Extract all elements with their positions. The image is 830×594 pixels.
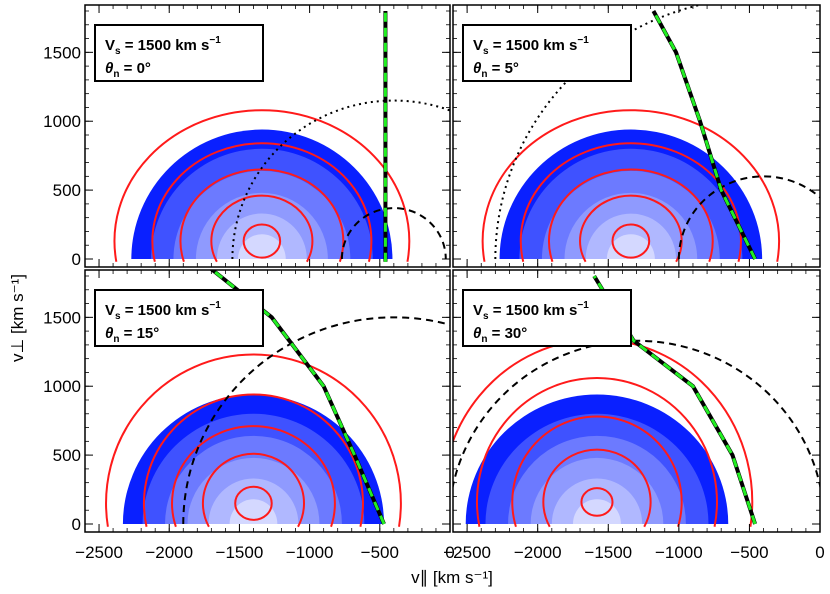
x-tick-label-right: −2000 (514, 543, 562, 562)
boundary-line-green (592, 275, 757, 525)
y-tick-label: 0 (72, 250, 81, 269)
y-axis-title: v⊥ [km s⁻¹] (8, 274, 27, 362)
x-tick-label-right: 0 (815, 543, 824, 562)
axes-layer: 0 500 1000 1500 0 500 1000 1500 −2500 −2000 −1500 −… (43, 43, 825, 562)
legend-angle: θn = 30° (473, 325, 527, 345)
y-tick-label: 500 (53, 446, 81, 465)
x-tick-label-left: −2500 (75, 543, 123, 562)
y-tick-label: 1000 (43, 377, 81, 396)
red-contour-1 (519, 142, 742, 262)
panel-plot-area (113, 11, 450, 263)
red-contour-2 (548, 168, 714, 263)
panel-3: Vs = 1500 km s−1 θn = 30° (452, 269, 821, 533)
legend-box: Vs = 1500 km s−1 θn = 15° (94, 289, 264, 347)
x-tick-label-left: −1000 (286, 543, 334, 562)
red-contour-0 (113, 109, 411, 262)
red-contour-1 (142, 393, 364, 527)
y-tick-label: 1000 (43, 112, 81, 131)
x-tick-label-left: −1500 (216, 543, 264, 562)
panel-1: Vs = 1500 km s−1 θn = 5° (452, 4, 821, 268)
red-contour-2 (179, 168, 345, 263)
legend-frame (94, 289, 264, 347)
legend-box: Vs = 1500 km s−1 θn = 5° (462, 24, 632, 82)
x-tick-label-right: −1500 (584, 543, 632, 562)
legend-angle: θn = 0° (105, 60, 151, 80)
legend-frame (462, 289, 632, 347)
red-contour-2 (171, 425, 336, 528)
boundary-line-green (652, 10, 757, 260)
red-contour-4 (611, 223, 651, 259)
dashed-circle (340, 207, 447, 260)
legend-speed: Vs = 1500 km s−1 (105, 300, 221, 322)
legend-speed: Vs = 1500 km s−1 (105, 35, 221, 57)
blue-contour-level-5 (572, 499, 621, 524)
dashed-circle (182, 316, 450, 525)
y-tick-label: 0 (72, 515, 81, 534)
legend-angle: θn = 15° (105, 325, 159, 345)
red-contour-3 (201, 452, 305, 528)
red-contour-4 (242, 223, 282, 259)
red-contour-0 (481, 109, 781, 262)
red-contour-0 (105, 353, 402, 527)
legend-frame (462, 24, 632, 82)
legend-box: Vs = 1500 km s−1 θn = 0° (94, 24, 264, 82)
legend-speed: Vs = 1500 km s−1 (473, 35, 589, 57)
x-tick-label-right: −2500 (443, 543, 491, 562)
panel-plot-area (453, 274, 820, 528)
legend-box: Vs = 1500 km s−1 θn = 30° (462, 289, 632, 347)
panel-2: Vs = 1500 km s−1 θn = 15° (84, 269, 451, 533)
panel-0: Vs = 1500 km s−1 θn = 0° (84, 4, 451, 268)
red-contour-2 (511, 415, 683, 528)
x-tick-label-left: −500 (361, 543, 399, 562)
dashed-circle (677, 175, 820, 260)
y-tick-label: 1500 (43, 308, 81, 327)
red-contour-3 (579, 194, 683, 263)
x-axis-title: v∥ [km s⁻¹] (411, 568, 493, 587)
x-tick-label-left: 0 (445, 543, 454, 562)
x-tick-label-right: −1000 (655, 543, 703, 562)
red-contour-3 (210, 194, 314, 263)
legend-speed: Vs = 1500 km s−1 (473, 300, 589, 322)
red-contour-1 (476, 376, 718, 527)
y-tick-label: 500 (53, 181, 81, 200)
panels-layer: Vs = 1500 km s−1 θn = 0° Vs = 1500 km s−1 θ… (84, 4, 821, 533)
red-contour-1 (151, 142, 373, 262)
x-tick-label-right: −500 (730, 543, 768, 562)
legend-frame (94, 24, 264, 82)
panel-plot-area (105, 270, 450, 528)
red-contour-3 (542, 448, 652, 528)
blue-contour-level-5 (229, 499, 278, 524)
red-contour-4 (234, 485, 273, 521)
legend-angle: θn = 5° (473, 60, 519, 80)
x-tick-label-left: −2000 (145, 543, 193, 562)
panel-plot-area (481, 5, 820, 263)
y-tick-label: 1500 (43, 43, 81, 62)
red-contour-4 (580, 487, 614, 517)
